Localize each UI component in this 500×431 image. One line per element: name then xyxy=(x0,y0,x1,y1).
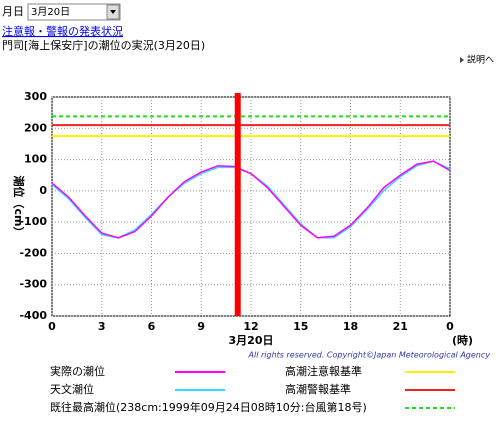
y-tick-label: 0 xyxy=(39,184,47,197)
x-tick-label: 6 xyxy=(148,320,156,333)
x-tick-label: 3 xyxy=(98,320,106,333)
help-arrow[interactable] xyxy=(460,57,464,63)
subtitle: 門司[海上保安庁]の潮位の実況(3月20日) xyxy=(2,38,205,52)
x-axis-label: (時) xyxy=(452,333,473,347)
series-line xyxy=(51,160,451,239)
y-tick-label: -400 xyxy=(19,309,47,322)
x-tick-label: 9 xyxy=(197,320,205,333)
legend-label: 天文潮位 xyxy=(50,382,94,396)
date-select[interactable] xyxy=(27,3,121,21)
legend-label: 実際の潮位 xyxy=(50,364,105,378)
x-tick-label: 21 xyxy=(393,320,408,333)
x-tick-label: 18 xyxy=(343,320,358,333)
x-tick-label: 0 xyxy=(446,320,454,333)
y-tick-label: -300 xyxy=(19,278,47,291)
y-axis-label: 潮位（cm） xyxy=(12,176,26,238)
legend-label: 高潮注意報基準 xyxy=(285,364,362,378)
date-select-text[interactable]: 3月20日 xyxy=(31,6,70,18)
x-tick-label: 12 xyxy=(243,320,258,333)
y-tick-label: 100 xyxy=(24,153,47,166)
copyright: All rights reserved. Copyright©Japan Met… xyxy=(248,351,491,360)
legend-label: 高潮警報基準 xyxy=(285,382,351,396)
help-link[interactable]: 説明へ xyxy=(467,54,494,66)
y-tick-label: -200 xyxy=(19,246,47,259)
select-arrow[interactable] xyxy=(110,10,116,14)
y-tick-label: 300 xyxy=(24,90,47,103)
x-tick-label: 0 xyxy=(48,320,56,333)
y-tick-label: -100 xyxy=(19,215,47,228)
date-label: 3月20日 xyxy=(229,334,274,347)
warning-link[interactable]: 注意報・警報の発表状況 xyxy=(2,24,123,38)
x-tick-label: 15 xyxy=(293,320,308,333)
legend-label: 既往最高潮位(238cm:1999年09月24日08時10分:台風第18号) xyxy=(50,400,367,414)
month-label: 月日 xyxy=(2,5,24,18)
current-time-marker xyxy=(234,93,241,316)
y-tick-label: 200 xyxy=(24,121,47,134)
